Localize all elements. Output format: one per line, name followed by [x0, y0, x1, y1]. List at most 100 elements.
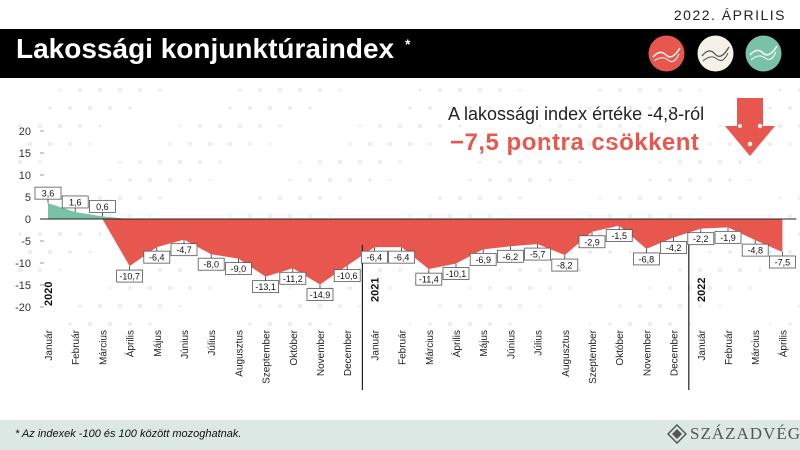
value-label-box [741, 243, 769, 257]
value-label-box [769, 255, 796, 269]
x-tick-label: Május [153, 330, 164, 357]
positive-area [48, 203, 783, 219]
x-tick-label: Február [71, 329, 82, 365]
value-label-box [442, 267, 470, 280]
value-label-box [170, 243, 198, 257]
dot-pattern-background [17, 87, 800, 327]
value-label-box [578, 235, 606, 249]
x-tick-label: Január [44, 329, 55, 360]
y-tick-label: 10 [19, 170, 31, 182]
footnote: * Az indexek -100 és 100 között mozoghat… [15, 428, 242, 440]
value-label: 0,6 [96, 202, 109, 212]
value-label-box [89, 199, 116, 213]
y-tick-label: 15 [19, 148, 31, 160]
value-label-box [34, 186, 62, 200]
title-footnote-mark: * [405, 36, 411, 52]
x-tick-label: December [343, 329, 354, 376]
value-label-box [143, 250, 171, 264]
value-label: -8,0 [203, 260, 219, 270]
value-label: -2,2 [693, 234, 709, 244]
value-label: -1,5 [611, 231, 627, 241]
headline-highlight: −7,5 pontra csökkent [450, 129, 700, 156]
index-chart: 20 15 10 5 0 -5 -10 -15 -20 2020 2021 2022 3,6 1,6 0,6… [15, 87, 800, 390]
value-label-box [252, 280, 280, 294]
brand-logo-icon [667, 424, 687, 444]
value-label: -13,1 [255, 282, 276, 292]
x-tick-label: Szeptember [588, 329, 599, 384]
x-tick-label: Augusztus [561, 330, 572, 377]
value-label: -1,9 [720, 233, 736, 243]
x-tick-label: Június [180, 330, 191, 359]
value-label-box [224, 262, 252, 276]
down-arrow-icon [725, 98, 775, 156]
value-label: -10,7 [119, 272, 140, 282]
value-label-box [687, 232, 715, 246]
value-label: -4,2 [666, 243, 682, 253]
page-title: Lakossági konjunktúraindex [16, 33, 395, 64]
value-label: -14,9 [310, 290, 331, 300]
value-label: -6,4 [394, 253, 410, 263]
headline-text: A lakossági index értéke -4,8-ról [448, 104, 705, 124]
value-label-box [524, 247, 551, 261]
x-tick-label: Február [398, 329, 409, 365]
value-label: -6,4 [149, 253, 165, 263]
value-label: -5,7 [530, 250, 546, 260]
x-tick-label: Október [289, 329, 300, 365]
value-label-box [197, 257, 225, 271]
value-label-box [306, 288, 334, 301]
value-label-box [388, 250, 416, 264]
x-tick-label: Március [425, 330, 436, 365]
x-tick-label: Augusztus [234, 330, 245, 377]
y-tick-label: -5 [21, 236, 31, 248]
value-label-box [333, 269, 361, 283]
value-label: -6,2 [503, 252, 519, 262]
year-label: 2022 [696, 278, 708, 302]
value-label: -10,6 [337, 271, 358, 281]
value-label: -6,4 [367, 253, 383, 263]
value-label-box [714, 230, 742, 244]
y-tick-label: -15 [15, 280, 31, 292]
x-tick-label: November [316, 329, 327, 376]
value-label: -9,0 [231, 264, 247, 274]
x-tick-label: December [670, 329, 681, 376]
value-label-box [469, 252, 497, 266]
x-tick-label: Április [124, 330, 137, 357]
value-label: 1,6 [69, 197, 82, 207]
y-tick-label: -20 [15, 302, 31, 314]
chart-circle-icon [648, 35, 685, 72]
value-label-box [360, 250, 388, 264]
chart-circle-icon [745, 35, 782, 72]
value-label-box [551, 258, 579, 272]
x-tick-label: Január [370, 329, 381, 360]
brand-name: SZÁZADVÉG [690, 424, 800, 443]
value-label-box [61, 195, 89, 209]
value-label-box [415, 272, 443, 286]
y-tick-label: -10 [15, 258, 31, 270]
value-label-box [605, 229, 633, 243]
x-tick-label: Március [98, 330, 109, 365]
value-label: -4,7 [176, 245, 192, 255]
x-tick-label: Január [697, 329, 708, 360]
value-label: -10,1 [446, 269, 467, 279]
x-tick-label: Július [207, 330, 218, 356]
value-label: -7,5 [775, 258, 791, 268]
x-tick-label: Július [534, 330, 545, 356]
x-tick-label: Április [450, 330, 463, 357]
x-tick-label: November [642, 329, 653, 376]
year-label: 2020 [43, 282, 55, 306]
value-label: -6,9 [475, 255, 491, 265]
value-label-box [496, 249, 524, 263]
chart-circle-icon [697, 35, 734, 72]
y-tick-label: 5 [25, 192, 31, 204]
y-tick-label: 0 [25, 214, 31, 226]
value-label: 3,6 [42, 189, 55, 199]
value-label-box [633, 252, 660, 266]
x-tick-label: Szeptember [262, 329, 273, 384]
value-label: -4,8 [747, 246, 763, 256]
value-label: -11,4 [419, 275, 439, 285]
value-label: -8,2 [557, 261, 573, 271]
value-label: -6,8 [639, 254, 655, 264]
value-label: -11,2 [283, 274, 303, 284]
footer-bar [0, 420, 800, 450]
negative-area [48, 219, 783, 285]
